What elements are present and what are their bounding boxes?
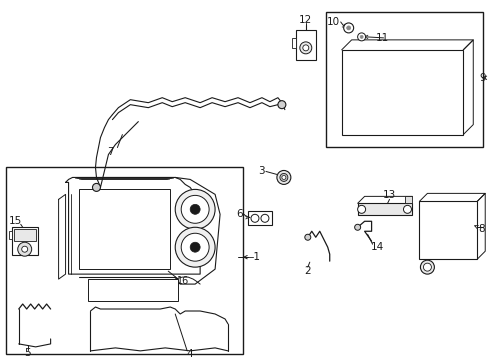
Text: 15: 15 [9,216,22,226]
Circle shape [423,263,430,271]
Text: 4: 4 [186,349,193,359]
Bar [357,203,411,215]
Circle shape [302,45,308,51]
Text: 14: 14 [370,242,384,252]
Bar [295,30,315,60]
Text: 9: 9 [479,73,485,83]
Text: —1: —1 [243,252,260,262]
Bar [325,12,482,147]
Circle shape [359,35,363,39]
Circle shape [403,205,410,213]
Text: 6: 6 [236,209,243,219]
Circle shape [304,234,310,240]
Circle shape [175,227,215,267]
Text: 3: 3 [258,166,264,176]
Circle shape [357,205,365,213]
Circle shape [21,246,28,252]
Circle shape [299,42,311,54]
Circle shape [190,204,200,214]
Circle shape [18,242,32,256]
Text: 12: 12 [299,15,312,25]
Circle shape [250,214,259,222]
Circle shape [277,101,285,109]
Circle shape [357,33,365,41]
Circle shape [190,242,200,252]
Text: 13: 13 [382,190,395,201]
Circle shape [354,224,360,230]
Circle shape [181,233,209,261]
Circle shape [175,189,215,229]
Circle shape [276,170,290,184]
Text: 16: 16 [177,276,189,286]
Circle shape [181,195,209,223]
Circle shape [92,183,100,192]
Bar [6,167,243,354]
Text: 7: 7 [107,147,114,157]
Text: 10: 10 [326,17,339,27]
Text: 11: 11 [375,33,389,43]
Bar [341,50,462,135]
Text: 2: 2 [304,266,310,276]
Bar [88,279,178,301]
Circle shape [346,26,350,30]
Circle shape [281,175,285,179]
Text: 8: 8 [478,224,484,234]
Circle shape [343,23,353,33]
Bar [79,189,170,269]
Circle shape [261,214,268,222]
Bar [247,211,271,225]
Bar [9,231,12,239]
Bar [419,201,476,259]
Bar [14,229,36,241]
Bar [291,38,295,48]
Bar [405,196,411,203]
Bar [12,227,38,255]
Circle shape [420,260,433,274]
Text: 5: 5 [24,348,31,358]
Circle shape [279,174,287,181]
